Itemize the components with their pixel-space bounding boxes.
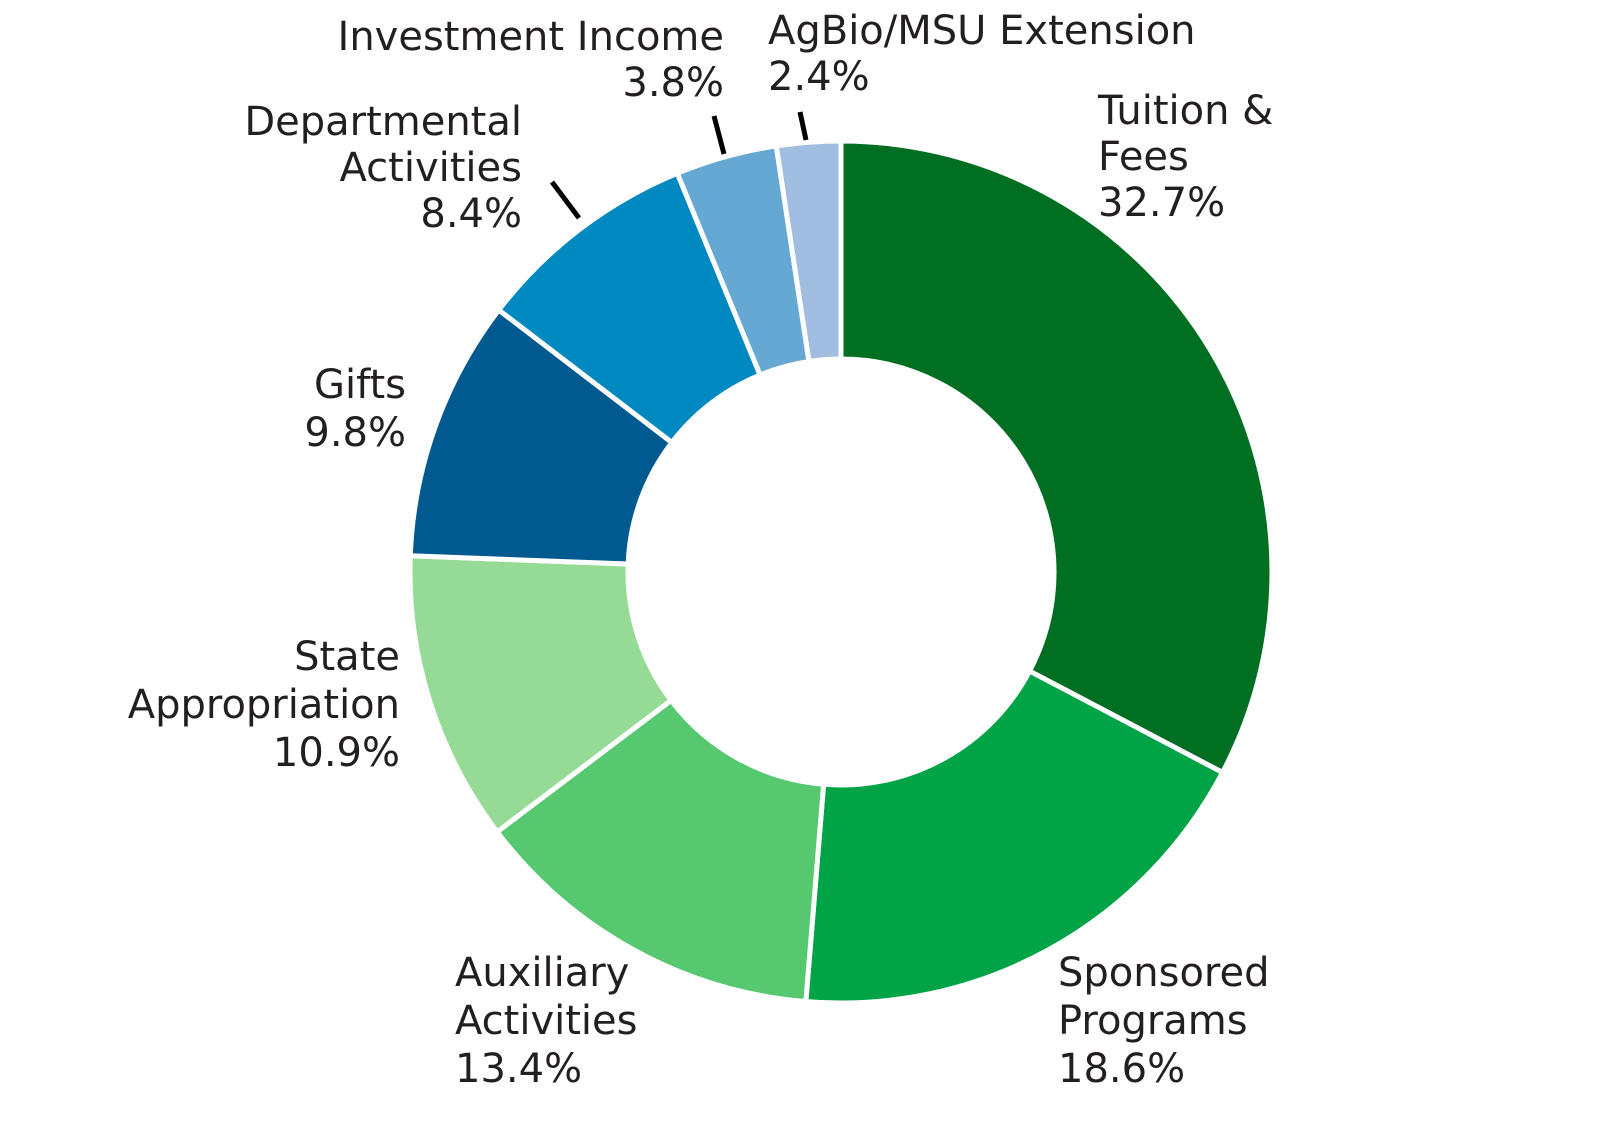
- label-departmental-activities: Departmental Activities 8.4%: [244, 99, 522, 237]
- label-gifts: Gifts 9.8%: [304, 362, 406, 456]
- slice-name-label: Departmental: [244, 99, 522, 145]
- slice-gifts: [407, 306, 676, 567]
- slice-name-label: Auxiliary: [455, 950, 629, 996]
- slice-name-label: Fees: [1098, 134, 1189, 180]
- label-sponsored-programs: Sponsored Programs 18.6%: [1058, 950, 1269, 1092]
- leader-lines: [550, 111, 809, 220]
- slice-sponsored-programs: [803, 667, 1226, 1006]
- leader-line-investment-income: [711, 115, 727, 155]
- slice-auxiliary-activities: [493, 696, 827, 1005]
- slice-name-label: State: [294, 634, 400, 680]
- slice-value-label: 18.6%: [1058, 1046, 1185, 1092]
- slice-name-label: AgBio/MSU Extension: [768, 8, 1196, 54]
- slice-name-label: Activities: [455, 998, 637, 1044]
- slice-value-label: 3.8%: [622, 60, 724, 106]
- slice-name-label: Activities: [340, 145, 522, 191]
- slice-labels: Tuition & Fees 32.7% Sponsored Programs 18.6%…: [128, 8, 1274, 1092]
- leader-line-agbio-msu-extension: [797, 111, 809, 141]
- slice-agbio-msu-extension: [773, 138, 844, 365]
- slice-name-label: Appropriation: [128, 682, 400, 728]
- donut-slices: [407, 138, 1275, 1006]
- slice-name-label: Investment Income: [338, 14, 724, 60]
- slice-value-label: 9.8%: [304, 410, 406, 456]
- label-state-appropriation: State Appropriation 10.9%: [128, 634, 400, 776]
- slice-value-label: 32.7%: [1098, 180, 1225, 226]
- slice-value-label: 2.4%: [768, 54, 870, 100]
- label-agbio-msu-extension: AgBio/MSU Extension 2.4%: [768, 8, 1196, 100]
- leader-line-departmental-activities: [550, 180, 581, 220]
- slice-state-appropriation: [407, 553, 675, 836]
- slice-name-label: Gifts: [314, 362, 406, 408]
- label-auxiliary-activities: Auxiliary Activities 13.4%: [455, 950, 637, 1092]
- slice-value-label: 13.4%: [455, 1046, 582, 1092]
- label-tuition-fees: Tuition & Fees 32.7%: [1097, 88, 1273, 226]
- slice-value-label: 10.9%: [273, 730, 400, 776]
- slice-name-label: Programs: [1058, 998, 1248, 1044]
- slice-name-label: Sponsored: [1058, 950, 1269, 996]
- slice-tuition-fees: [838, 138, 1275, 776]
- label-investment-income: Investment Income 3.8%: [338, 14, 724, 106]
- slice-name-label: Tuition &: [1097, 88, 1273, 134]
- slice-value-label: 8.4%: [420, 191, 522, 237]
